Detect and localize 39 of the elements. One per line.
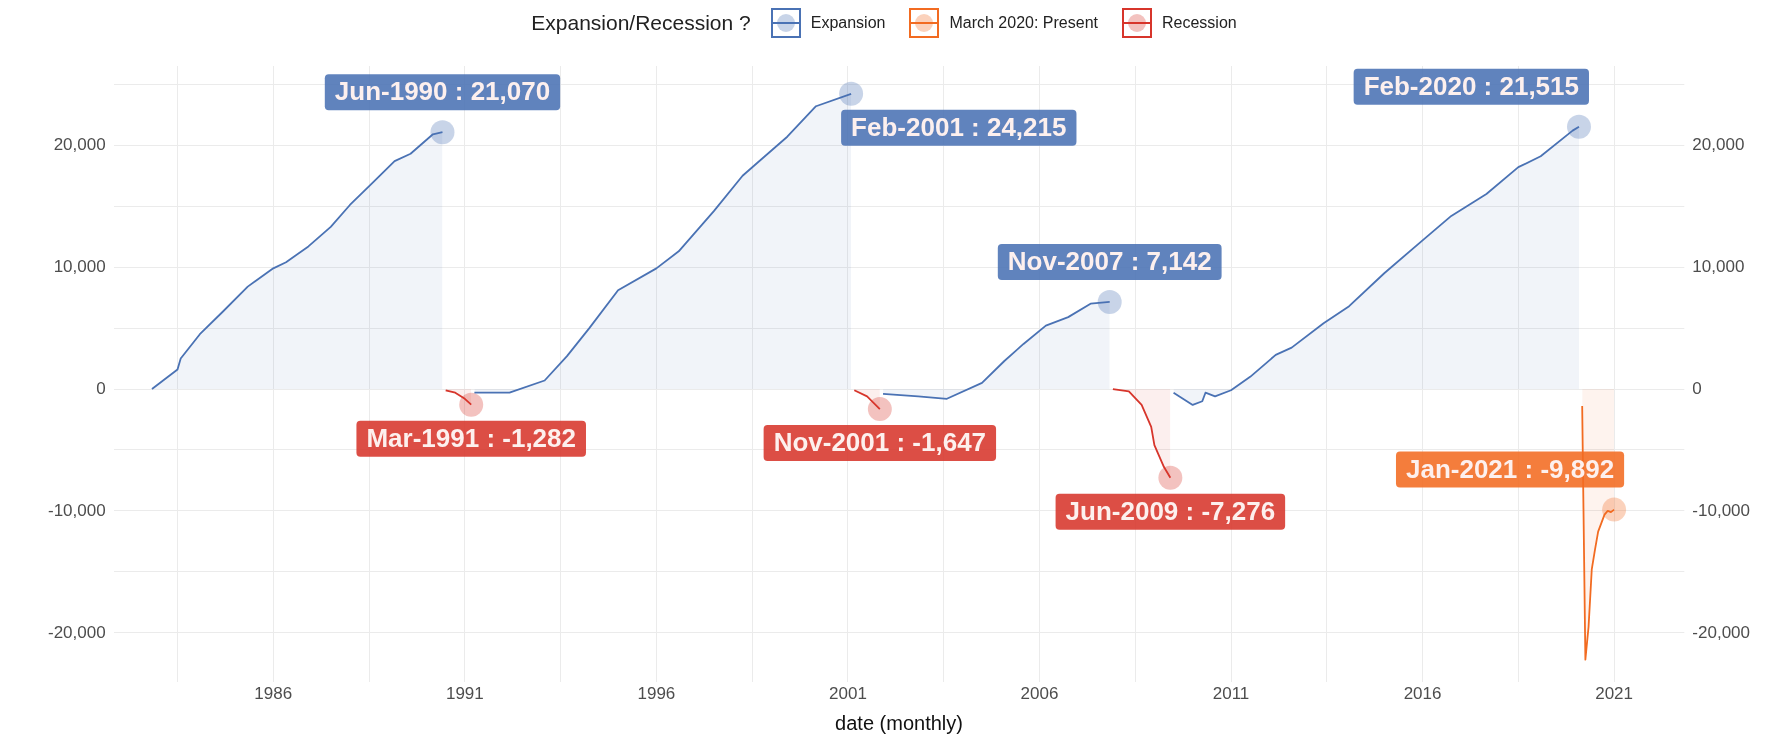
annotation: Nov-2001 : -1,647 [773,427,987,458]
annotation: Jan-2021 : -9,892 [1405,453,1615,484]
x-axis-title: date (monthly) [835,711,963,734]
y-tick-label: 10,000 [53,256,106,276]
y2-tick-label: -20,000 [1692,622,1751,642]
y-tick-label: 0 [96,378,106,398]
annotation: Jun-1990 : 21,070 [334,76,551,107]
x-tick-label: 1996 [637,684,676,704]
annotation: Mar-1991 : -1,282 [366,422,576,453]
point [459,392,484,417]
y2-tick-label: 20,000 [1692,134,1745,154]
y2-tick-label: 0 [1692,378,1702,398]
legend-label: March 2020: Present [949,14,1098,32]
x-tick-label: 2006 [1020,684,1059,704]
x-tick-label: 1986 [254,684,293,704]
point [1097,289,1122,314]
point [1602,497,1627,522]
legend-label: Recession [1162,14,1237,32]
y-tick-label: -20,000 [47,622,106,642]
y-tick-label: 20,000 [53,134,106,154]
x-tick-label: 2011 [1212,684,1250,704]
point [430,120,455,145]
point [839,81,864,106]
point [1158,465,1183,490]
y2-tick-label: 10,000 [1692,256,1745,276]
x-tick-label: 2016 [1403,684,1442,704]
point [1566,114,1591,139]
x-tick-label: 2001 [829,684,867,704]
y-tick-label: -10,000 [47,500,106,520]
annotation: Feb-2001 : 24,215 [851,112,1067,143]
legend-title: Expansion/Recession ? [531,11,751,35]
x-tick-label: 2021 [1595,684,1634,704]
point [867,397,892,422]
legend-label: Expansion [810,14,886,32]
annotation: Nov-2007 : 7,142 [1007,246,1212,277]
x-tick-label: 1991 [445,684,484,704]
annotation: Feb-2020 : 21,515 [1363,70,1579,101]
annotation: Jun-2009 : -7,276 [1065,495,1276,526]
y2-tick-label: -10,000 [1692,500,1751,520]
